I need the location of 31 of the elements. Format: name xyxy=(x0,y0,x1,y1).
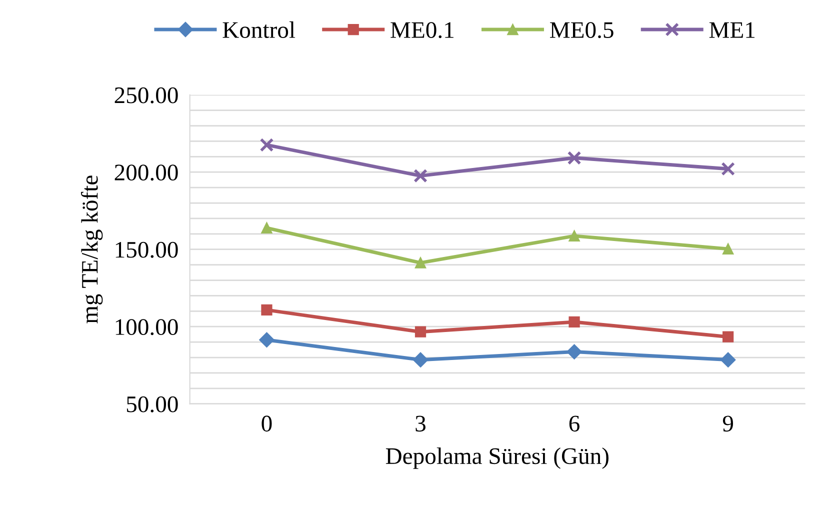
point xyxy=(721,162,736,176)
point xyxy=(722,331,734,342)
legend-label: ME0.5 xyxy=(550,22,614,38)
point xyxy=(414,326,426,338)
point xyxy=(722,243,734,254)
point xyxy=(261,304,272,316)
point xyxy=(720,352,736,368)
x-tick-label: 0 xyxy=(262,416,272,432)
point xyxy=(568,230,580,242)
point xyxy=(414,168,428,183)
point xyxy=(260,138,274,152)
y-tick-label: 250.00 xyxy=(114,87,178,104)
point xyxy=(568,316,580,328)
y-tick-label: 50.00 xyxy=(126,396,178,412)
x-tick-label: 9 xyxy=(722,416,734,432)
legend-label: ME1 xyxy=(709,22,755,38)
legend-label: ME0.1 xyxy=(390,22,454,38)
point xyxy=(566,344,582,360)
legend-label: Kontrol xyxy=(222,21,296,38)
x-tick-label: 3 xyxy=(416,416,426,432)
y-tick-label: 150.00 xyxy=(116,242,178,258)
point xyxy=(414,257,426,268)
x-tick-label: 6 xyxy=(569,416,580,432)
point xyxy=(261,222,272,234)
y-tick-label: 200.00 xyxy=(114,164,178,181)
point xyxy=(259,332,274,348)
y-tick-label: 100.00 xyxy=(116,319,178,336)
x-axis-title: Depolama Süresi (Gün) xyxy=(386,447,608,469)
point xyxy=(567,150,582,165)
y-axis-title: mg TE/kg köfte xyxy=(80,176,103,324)
point xyxy=(412,352,428,368)
